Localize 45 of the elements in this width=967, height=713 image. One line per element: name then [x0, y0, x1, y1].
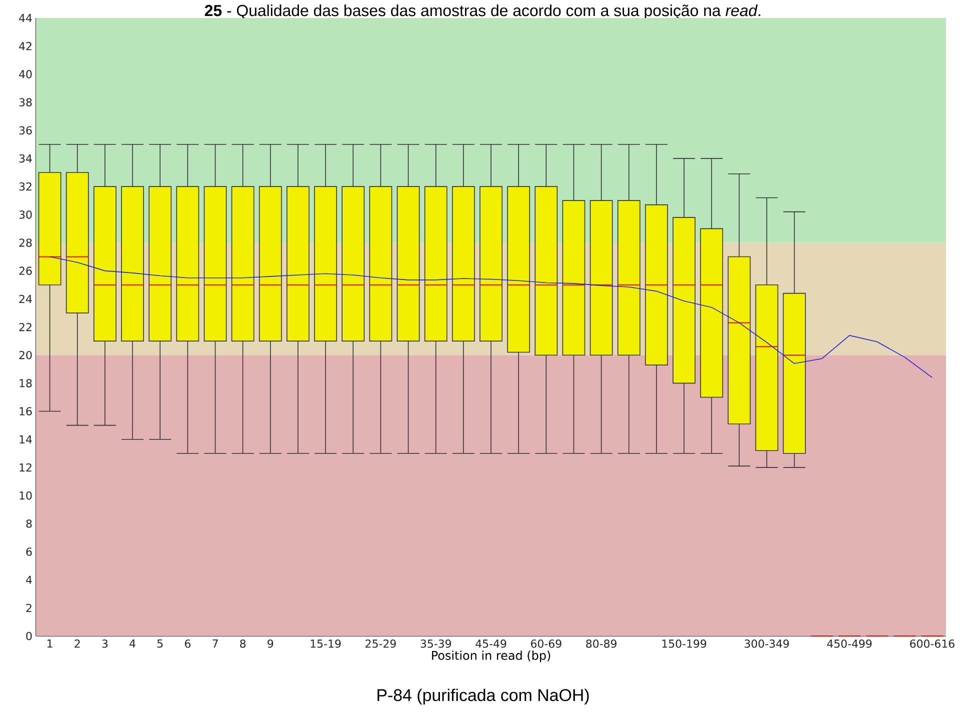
x-tick-label: 6 — [184, 640, 190, 648]
x-tick-label: 25-29 — [366, 640, 396, 648]
x-axis-title: Position in read (bp) — [432, 650, 550, 662]
y-tick-label: 16 — [20, 407, 32, 416]
x-tick-label: 300-349 — [744, 640, 789, 648]
x-tick-label: 600-616 — [910, 640, 954, 648]
x-tick-label: 3 — [102, 640, 108, 648]
y-tick-label: 36 — [19, 126, 32, 135]
x-tick-label: 80-89 — [586, 640, 616, 648]
y-tick-label: 10 — [20, 491, 32, 500]
x-tick-label: 7 — [212, 640, 218, 648]
y-tick-label: 2 — [26, 604, 32, 612]
y-tick-label: 0 — [26, 632, 32, 640]
y-tick-label: 20 — [19, 350, 32, 360]
y-tick-label: 6 — [26, 548, 32, 556]
x-tick-label: 150-199 — [662, 640, 706, 648]
x-tick-label: 450-499 — [827, 640, 872, 648]
y-tick-label: 8 — [26, 520, 32, 528]
y-tick-label: 34 — [19, 154, 32, 163]
y-tick-label: 18 — [20, 379, 32, 388]
x-tick-label: 9 — [268, 640, 274, 648]
x-tick-label: 2 — [74, 640, 80, 648]
x-tick-label: 35-39 — [420, 640, 451, 648]
y-tick-label: 30 — [19, 210, 32, 219]
y-tick-label: 42 — [19, 42, 32, 50]
x-tick-label: 15-19 — [310, 640, 341, 648]
y-tick-label: 26 — [19, 266, 32, 275]
y-tick-label: 32 — [19, 182, 32, 191]
y-tick-label: 38 — [19, 98, 32, 106]
x-tick-label: 1 — [48, 640, 52, 648]
chart-title: 25 - Qualidade das bases das amostras de acordo com a sua posição na read. — [204, 4, 760, 20]
y-tick-label: 44 — [19, 14, 32, 22]
y-tick-label: 4 — [26, 576, 32, 584]
y-tick-label: 24 — [19, 294, 32, 303]
x-tick-label: 8 — [240, 640, 246, 648]
y-tick-label: 22 — [19, 322, 32, 332]
y-tick-label: 28 — [19, 238, 32, 247]
y-tick-label: 40 — [19, 70, 32, 78]
text: P-84 (purificada com NaOH) — [378, 688, 589, 704]
x-tick-label: 45-49 — [476, 640, 506, 648]
x-tick-label: 4 — [130, 640, 136, 648]
x-tick-label: 5 — [157, 640, 163, 648]
x-tick-label: 60-69 — [531, 640, 562, 648]
y-tick-label: 14 — [20, 435, 32, 444]
y-tick-label: 12 — [20, 463, 32, 472]
